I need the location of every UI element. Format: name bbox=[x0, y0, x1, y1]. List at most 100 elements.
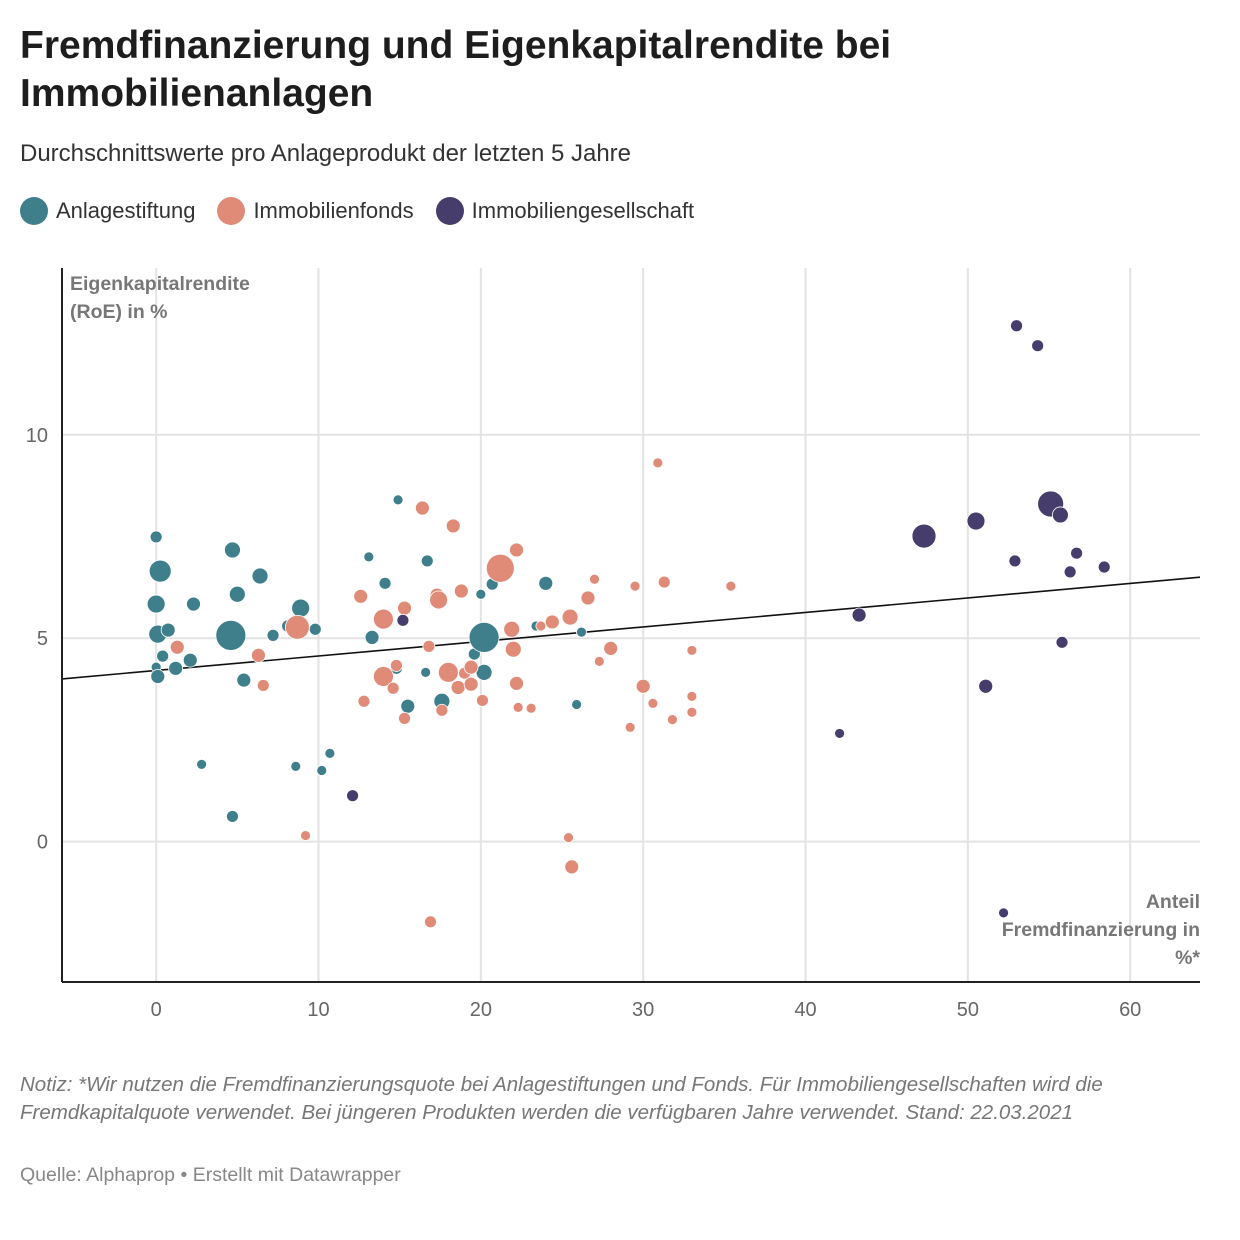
legend-item-immobiliengesellschaft: Immobiliengesellschaft bbox=[435, 197, 695, 225]
data-point bbox=[397, 600, 412, 616]
data-point bbox=[324, 747, 336, 759]
trend-line bbox=[61, 576, 1201, 680]
data-point bbox=[509, 675, 524, 691]
y-axis-label-line: Eigenkapitalrendite bbox=[70, 273, 250, 295]
data-point bbox=[422, 639, 436, 653]
data-point bbox=[420, 666, 432, 678]
data-point bbox=[593, 656, 605, 667]
data-point bbox=[146, 594, 166, 614]
data-point bbox=[561, 608, 579, 626]
data-point bbox=[148, 559, 172, 583]
legend-item-anlagestiftung: Anlagestiftung bbox=[20, 197, 195, 225]
data-point bbox=[364, 630, 380, 645]
legend-label: Immobilienfonds bbox=[253, 198, 414, 223]
data-point bbox=[168, 660, 184, 676]
data-point bbox=[390, 659, 403, 672]
data-point bbox=[686, 645, 698, 656]
x-tick-label: 40 bbox=[794, 999, 816, 1021]
data-point bbox=[251, 567, 269, 585]
y-tick-label: 5 bbox=[37, 628, 48, 650]
data-point bbox=[437, 661, 459, 683]
data-point bbox=[629, 580, 641, 592]
data-point bbox=[353, 588, 369, 604]
data-point bbox=[1051, 506, 1069, 524]
x-axis-label: Anteil Fremdfinanzierung in %* bbox=[960, 888, 1200, 972]
data-point bbox=[509, 542, 524, 558]
data-point bbox=[1063, 565, 1077, 579]
data-point bbox=[911, 523, 937, 549]
data-point bbox=[834, 728, 846, 739]
data-point bbox=[468, 622, 500, 653]
data-point bbox=[363, 551, 375, 563]
data-point bbox=[224, 541, 241, 559]
data-point bbox=[228, 585, 246, 603]
data-point bbox=[420, 554, 434, 568]
data-point bbox=[266, 628, 280, 642]
y-tick-label: 0 bbox=[37, 832, 48, 854]
data-point bbox=[400, 698, 416, 714]
data-point bbox=[392, 494, 404, 506]
y-axis-label: Eigenkapitalrendite (RoE) in % bbox=[70, 270, 250, 326]
data-point bbox=[386, 681, 400, 695]
chart-subtitle: Durchschnittswerte pro Anlageprodukt der… bbox=[20, 140, 632, 167]
data-point bbox=[463, 676, 479, 692]
data-point bbox=[215, 619, 247, 651]
data-point bbox=[580, 590, 596, 606]
data-point bbox=[290, 760, 302, 772]
data-point bbox=[512, 701, 524, 713]
data-point bbox=[525, 702, 537, 714]
data-point bbox=[535, 620, 547, 632]
data-point bbox=[725, 580, 737, 592]
data-point bbox=[396, 613, 410, 627]
data-point bbox=[424, 915, 437, 929]
data-point bbox=[589, 573, 600, 585]
data-point bbox=[186, 596, 201, 612]
data-point bbox=[966, 511, 986, 531]
legend: Anlagestiftung Immobilienfonds Immobilie… bbox=[20, 197, 694, 225]
data-point bbox=[635, 678, 651, 694]
data-point bbox=[1008, 554, 1022, 568]
chart-title: Fremdfinanzierung und Eigenkapitalrendit… bbox=[20, 24, 892, 115]
data-point bbox=[284, 614, 310, 640]
data-point bbox=[851, 607, 867, 623]
data-point bbox=[453, 583, 469, 599]
source-line: Quelle: Alphaprop • Erstellt mit Datawra… bbox=[20, 1164, 401, 1186]
y-tick-label: 10 bbox=[26, 425, 48, 447]
data-point bbox=[226, 810, 239, 823]
legend-swatch bbox=[20, 197, 48, 225]
data-point bbox=[463, 659, 479, 675]
data-point bbox=[1055, 635, 1069, 649]
data-point bbox=[196, 758, 208, 770]
data-point bbox=[544, 614, 560, 630]
data-point bbox=[429, 590, 449, 610]
data-point bbox=[538, 575, 554, 591]
data-point bbox=[450, 680, 466, 695]
legend-label: Immobiliengesellschaft bbox=[471, 198, 695, 223]
data-point bbox=[571, 699, 583, 710]
data-point bbox=[686, 691, 698, 702]
data-point bbox=[316, 765, 328, 776]
data-point bbox=[300, 830, 311, 841]
data-point bbox=[160, 622, 176, 638]
data-point bbox=[624, 721, 636, 733]
data-point bbox=[373, 666, 394, 687]
data-point bbox=[156, 649, 170, 663]
data-point bbox=[414, 500, 430, 516]
data-point bbox=[564, 859, 580, 875]
data-point bbox=[435, 703, 449, 717]
x-tick-label: 0 bbox=[151, 999, 162, 1021]
data-point bbox=[357, 694, 371, 708]
data-point bbox=[236, 672, 252, 688]
legend-item-immobilienfonds: Immobilienfonds bbox=[217, 197, 414, 225]
data-point bbox=[169, 639, 185, 655]
legend-label: Anlagestiftung bbox=[56, 198, 196, 223]
legend-swatch bbox=[435, 197, 464, 225]
data-point bbox=[373, 608, 394, 630]
data-point bbox=[445, 518, 461, 534]
x-tick-label: 50 bbox=[957, 999, 979, 1021]
data-point bbox=[346, 789, 359, 803]
data-point bbox=[1070, 546, 1084, 560]
legend-swatch bbox=[217, 197, 246, 225]
x-tick-label: 20 bbox=[470, 999, 492, 1021]
